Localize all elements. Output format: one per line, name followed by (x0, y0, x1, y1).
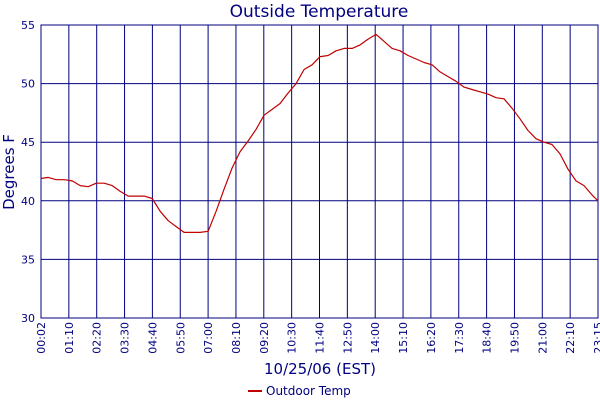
y-tick-label: 35 (21, 253, 35, 266)
x-tick-label: 10:30 (286, 322, 299, 354)
x-tick-label: 12:50 (341, 322, 354, 354)
series-layer (40, 33, 599, 233)
x-tick-label: 07:00 (202, 322, 215, 354)
y-tick-label: 40 (21, 195, 35, 208)
legend-label: Outdoor Temp (266, 384, 351, 398)
y-axis-label: Degrees F (0, 134, 18, 210)
x-tick-label: 00:02 (35, 322, 48, 354)
x-axis-label: 10/25/06 (EST) (264, 360, 376, 378)
y-tick-label: 45 (21, 136, 35, 149)
x-tick-label: 23:15 (592, 322, 600, 354)
y-tick-label: 55 (21, 19, 35, 32)
y-tick-label: 30 (21, 312, 35, 325)
x-tick-label: 05:50 (174, 322, 187, 354)
x-tick-label: 08:10 (230, 322, 243, 354)
x-tick-label: 22:10 (564, 322, 577, 354)
x-tick-label: 04:40 (146, 322, 159, 354)
plot-border (40, 24, 599, 319)
axis-ticks: 30 35 40 45 50 55 00:02 01:10 02:20 03:30 04:40 05:… (21, 19, 600, 354)
y-tick-label: 50 (21, 78, 35, 91)
grid-lines (40, 24, 599, 319)
x-tick-label: 17:30 (453, 322, 466, 354)
x-tick-label: 02:20 (91, 322, 104, 354)
series-line-outdoor-temp (40, 33, 599, 233)
x-tick-label: 01:10 (63, 322, 76, 354)
x-tick-label: 21:00 (536, 322, 549, 354)
chart-title: Outside Temperature (230, 2, 409, 22)
x-tick-label: 11:40 (314, 322, 327, 354)
x-tick-label: 03:30 (119, 322, 132, 354)
x-tick-label: 18:40 (481, 322, 494, 354)
x-tick-label: 16:20 (425, 322, 438, 354)
x-tick-label: 14:00 (369, 322, 382, 354)
legend: Outdoor Temp (248, 384, 351, 398)
x-tick-label: 09:20 (258, 322, 271, 354)
x-tick-label: 19:50 (508, 322, 521, 354)
x-tick-label: 15:10 (397, 322, 410, 354)
